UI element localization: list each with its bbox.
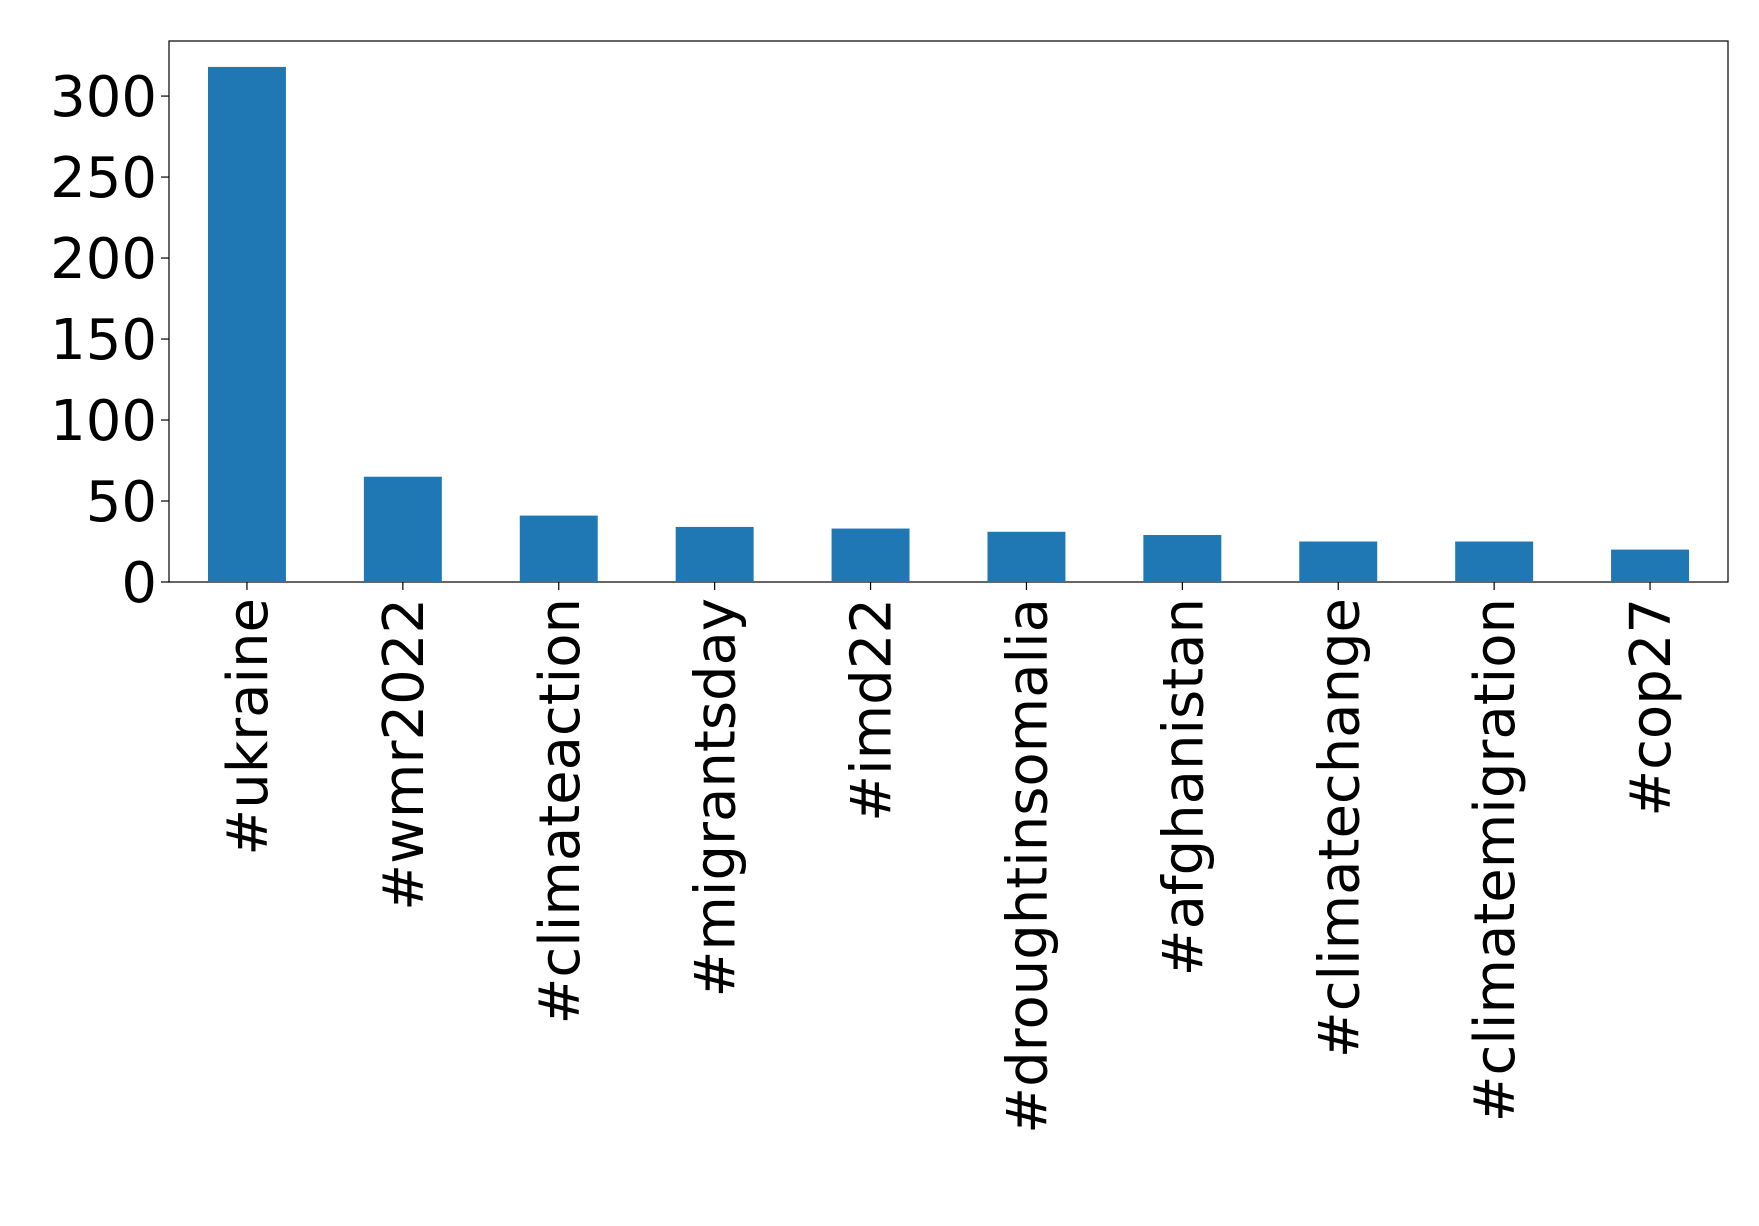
bar xyxy=(363,476,442,582)
y-tick-label: 200 xyxy=(50,227,157,292)
bar xyxy=(1143,535,1222,582)
y-tick-label: 100 xyxy=(50,389,157,454)
x-tick-label: #ukraine xyxy=(216,598,281,856)
x-tick-label: #imd22 xyxy=(840,598,905,822)
y-tick-label: 0 xyxy=(121,551,157,616)
y-tick-label: 50 xyxy=(86,470,157,535)
x-tick-label: #wmr2022 xyxy=(372,598,437,911)
bar xyxy=(675,526,754,582)
bar xyxy=(519,515,598,582)
plot-frame xyxy=(168,40,1729,583)
y-tick-label: 150 xyxy=(50,308,157,373)
bar xyxy=(1299,541,1378,582)
bar xyxy=(1611,549,1690,582)
bar xyxy=(831,528,910,582)
x-tick-label: #climatechange xyxy=(1307,598,1372,1058)
y-tick-label: 250 xyxy=(50,146,157,211)
x-tick-label: #climateaction xyxy=(528,598,593,1024)
y-tick-label: 300 xyxy=(50,65,157,130)
x-tick-label: #climatemigration xyxy=(1463,598,1528,1122)
bar xyxy=(207,66,286,583)
x-tick-label: #droughtinsomalia xyxy=(995,598,1060,1134)
x-tick-label: #cop27 xyxy=(1619,598,1684,817)
bar xyxy=(987,531,1066,582)
x-tick-label: #afghanistan xyxy=(1151,598,1216,976)
bar xyxy=(1455,541,1534,582)
x-tick-label: #migrantsday xyxy=(684,598,749,998)
